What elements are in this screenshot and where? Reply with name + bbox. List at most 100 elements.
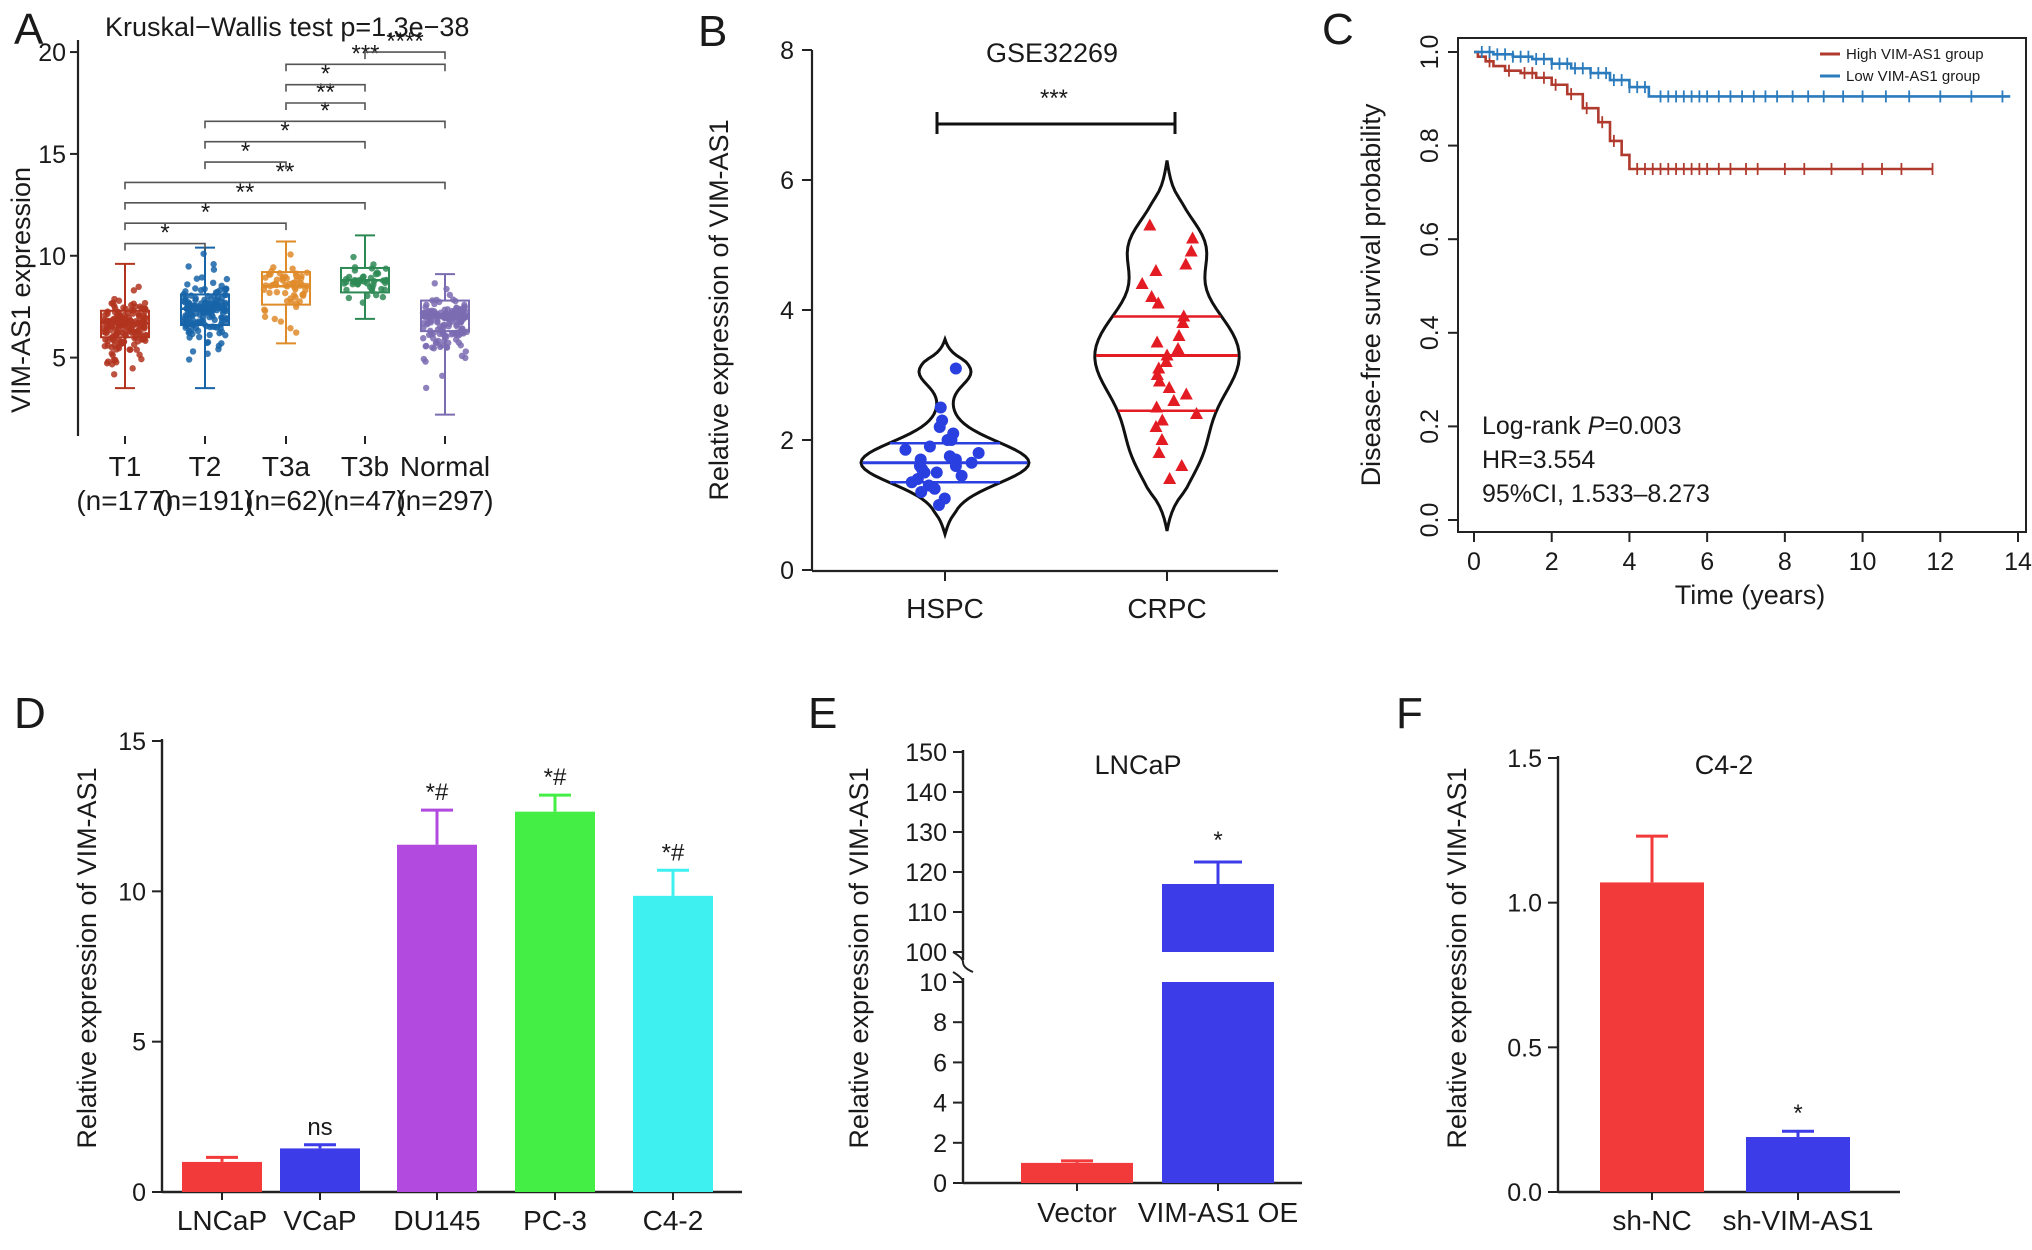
b-data-point [1172, 329, 1186, 341]
e-y-tick-label: 120 [905, 859, 947, 887]
a-comparison-label: * [321, 61, 330, 88]
a-data-point [205, 300, 213, 307]
a-data-point [126, 346, 133, 353]
e-y-tick-label: 130 [905, 819, 947, 847]
panel-a-title: Kruskal−Wallis test p=1.3e−38 [105, 12, 469, 42]
a-data-point [130, 310, 137, 317]
panel-b-significance: *** [1040, 85, 1068, 112]
a-data-point [186, 334, 193, 341]
a-data-point [381, 286, 389, 293]
a-comparison-bracket [124, 222, 287, 231]
a-data-point [128, 329, 135, 336]
e-y-tick-label: 8 [933, 1009, 947, 1037]
b-y-tick-label: 4 [780, 297, 794, 325]
d-bar [515, 811, 595, 1192]
a-data-point [198, 317, 205, 324]
a-comparison-label: ** [316, 79, 335, 106]
a-data-point [345, 273, 353, 281]
legend-label-high: High VIM-AS1 group [1846, 46, 1984, 63]
a-data-point [110, 302, 118, 309]
a-data-point [420, 335, 427, 342]
b-data-point [949, 460, 962, 472]
a-data-point [181, 299, 189, 306]
a-y-tick-label: 20 [38, 39, 66, 67]
a-data-point [185, 263, 192, 270]
b-y-tick-label: 8 [780, 37, 794, 65]
f-bar [1746, 1137, 1850, 1192]
a-data-point [210, 266, 218, 273]
d-bar-label: ns [307, 1114, 332, 1141]
a-data-point [423, 342, 430, 350]
a-comparison-bracket [204, 120, 446, 129]
c-y-tick-label: 0.2 [1416, 409, 1444, 444]
a-data-point [302, 287, 309, 294]
a-comparison-bracket [285, 83, 366, 92]
c-x-tick-label: 12 [1926, 548, 1954, 576]
a-data-point [210, 261, 217, 268]
e-y-tick-label: 100 [905, 939, 947, 967]
a-data-point [192, 296, 199, 304]
b-data-point [1145, 290, 1159, 302]
panel-e-title: LNCaP [1094, 750, 1181, 780]
f-bar [1600, 882, 1704, 1192]
b-data-point [1167, 394, 1181, 406]
panel-d-bar: Relative expression of VIM-AS1 0 5 10 15 LNC… [72, 728, 742, 1236]
e-y-tick-label: 140 [905, 779, 947, 807]
a-data-point [446, 291, 454, 299]
a-data-point [439, 372, 446, 379]
a-data-point [297, 275, 305, 282]
panel-b-ylabel: Relative expression of VIM-AS1 [704, 119, 734, 500]
b-data-point [932, 499, 945, 511]
b-data-point [1152, 446, 1166, 458]
panel-a-boxplot: Kruskal−Wallis test p=1.3e−38 VIM-AS1 ex… [6, 12, 494, 516]
panel-f-title: C4-2 [1695, 750, 1754, 780]
a-data-point [262, 274, 269, 281]
a-data-point [293, 272, 300, 280]
a-x-label: T2 [189, 451, 222, 482]
d-error-bar [657, 868, 689, 896]
a-data-point [272, 280, 279, 287]
a-n-label: (n=177) [76, 485, 173, 516]
a-data-point [189, 317, 197, 324]
b-data-point [928, 482, 941, 495]
f-x-label: sh-NC [1612, 1205, 1691, 1236]
panel-label-f: F [1396, 689, 1423, 738]
panel-c-xlabel: Time (years) [1675, 580, 1826, 610]
a-comparison-label: * [160, 220, 169, 247]
d-x-label: LNCaP [177, 1205, 267, 1236]
b-data-point [1150, 335, 1164, 348]
b-data-point [1160, 348, 1174, 361]
a-data-point [431, 308, 438, 315]
d-x-label: DU145 [393, 1205, 480, 1236]
d-bar [397, 844, 477, 1192]
a-data-point [345, 294, 353, 302]
c-y-tick-label: 1.0 [1416, 35, 1444, 70]
panel-c-survival: Disease-free survival probability Time (… [1356, 35, 2032, 610]
a-data-point [218, 302, 226, 309]
d-x-label: VCaP [283, 1205, 356, 1236]
a-data-point [423, 301, 430, 308]
a-data-point [204, 350, 211, 357]
b-data-point [1151, 296, 1165, 309]
a-data-point [109, 351, 116, 359]
d-y-tick-label: 10 [118, 878, 146, 906]
panel-label-c: C [1322, 5, 1354, 54]
a-data-point [136, 326, 143, 333]
b-data-point [1184, 244, 1198, 257]
panel-b-title: GSE32269 [986, 38, 1118, 68]
b-x-label: CRPC [1127, 593, 1206, 624]
panel-label-a: A [14, 5, 44, 54]
b-data-point [1135, 277, 1149, 289]
d-error-bar [206, 1155, 238, 1162]
panel-c-legend: High VIM-AS1 group Low VIM-AS1 group [1820, 46, 1984, 85]
a-n-label: (n=297) [396, 485, 493, 516]
a-data-point [182, 288, 189, 295]
b-data-point [1176, 316, 1190, 328]
e-bar-label: * [1213, 827, 1222, 854]
hr-text: HR=3.554 [1482, 446, 1595, 474]
b-data-point [905, 476, 918, 489]
a-comparison-bracket [124, 181, 446, 190]
a-data-point [186, 328, 193, 335]
a-data-point [186, 310, 194, 317]
